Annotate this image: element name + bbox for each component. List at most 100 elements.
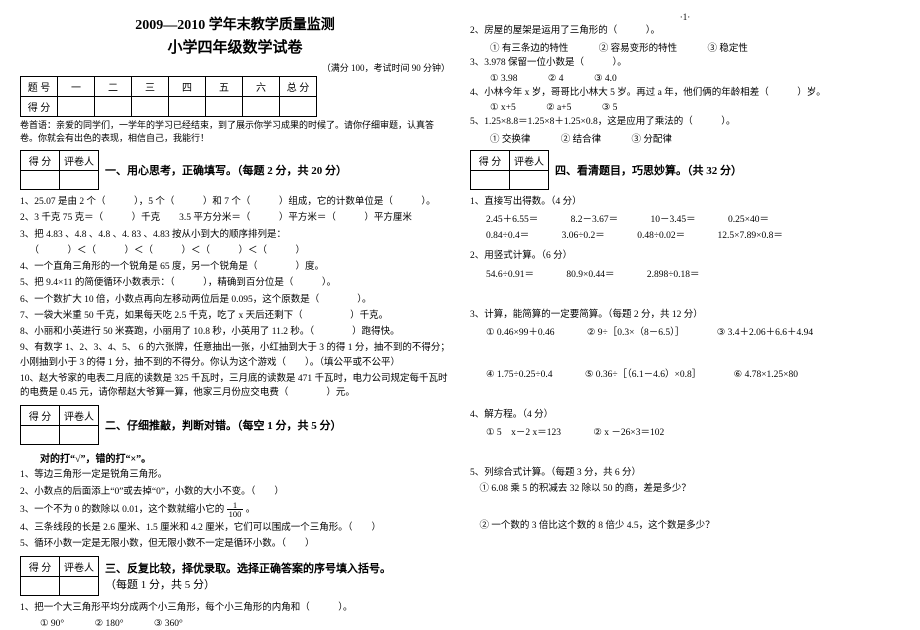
q: 5、把 9.4×11 的简便循环小数表示：（ ），精确到百分位是（ ）。 [20, 276, 450, 290]
item: 10－3.45＝ [651, 211, 696, 225]
q: 9、有数字 1、2、3、4、5、 6 的六张牌，任意抽出一张，小红抽到大于 3 … [20, 341, 450, 370]
q: 7、一袋大米重 50 千克，如果每天吃 2.5 千克，吃了 x 天后还剩下（ ）… [20, 309, 450, 323]
options: ① 有三条边的特性 ② 容易变形的特性 ③ 稳定性 [490, 40, 900, 54]
item: ① 5 x－2 x＝123 [486, 424, 561, 438]
cell: 评卷人 [60, 406, 99, 426]
opt: ③ 分配律 [632, 135, 672, 145]
section2-header: 得 分评卷人 二、仔细推敲，判断对错。（每空 1 分，共 5 分） [20, 403, 450, 447]
cell [58, 97, 95, 117]
opt: ① 交换律 [490, 135, 530, 145]
calc-row: 2.45＋6.55＝ 8.2－3.67＝ 10－3.45＝ 0.25×40＝ [486, 211, 900, 225]
page-number: ·1· [470, 12, 900, 22]
table-row: 题 号 一 二 三 四 五 六 总 分 [21, 77, 317, 97]
item: ④ 1.75÷0.25÷0.4 [486, 369, 552, 380]
item: ② x －26×3＝102 [593, 424, 664, 438]
item: 3.06÷0.2＝ [562, 227, 605, 241]
cell [60, 426, 99, 445]
spacer [470, 346, 900, 364]
q: 2、房屋的屋架是运用了三角形的（ ）。 [470, 24, 900, 38]
opt: ① 3.98 [490, 74, 518, 84]
cell [280, 97, 317, 117]
th: 二 [95, 77, 132, 97]
q-part: 3、一个不为 0 的数除以 0.01，这个数就缩小它的 [20, 505, 227, 515]
cell [243, 97, 280, 117]
spacer [470, 288, 900, 306]
row-label: 得 分 [21, 97, 58, 117]
spacer [470, 388, 900, 406]
main-score-table: 题 号 一 二 三 四 五 六 总 分 得 分 [20, 76, 317, 117]
opt: ③ 5 [602, 103, 618, 113]
calc-row: 0.84÷0.4＝ 3.06÷0.2＝ 0.48÷0.02＝ 12.5×7.89… [486, 227, 900, 241]
section3-header: 得 分评卷人 三、反复比较，择优录取。选择正确答案的序号填入括号。 （每题 1 … [20, 554, 450, 598]
opt: ① 90° [40, 619, 64, 629]
opt: ③ 4.0 [594, 74, 617, 84]
cell [60, 171, 99, 190]
opt: ③ 稳定性 [708, 44, 748, 54]
spacer [470, 499, 900, 517]
item: 2.898÷0.18＝ [647, 266, 700, 280]
cell: 得 分 [21, 406, 60, 426]
cell: 评卷人 [60, 151, 99, 171]
q: 2、小数点的后面添上“0”或去掉“0”，小数的大小不变。（ ） [20, 485, 450, 499]
q: 4、一个直角三角形的一个锐角是 65 度，另一个锐角是（ ）度。 [20, 260, 450, 274]
item: 54.6÷0.91＝ [486, 266, 534, 280]
opt: ① 有三条边的特性 [490, 44, 568, 54]
item: 80.9×0.44＝ [566, 266, 614, 280]
cell [132, 97, 169, 117]
sub-title: 5、列综合式计算。（每题 3 分，共 6 分） [470, 466, 900, 480]
cell: 得 分 [21, 151, 60, 171]
options: ① 3.98 ② 4 ③ 4.0 [490, 73, 900, 84]
opt: ② 结合律 [561, 135, 601, 145]
section-score-table: 得 分评卷人 [20, 405, 99, 445]
sub-title: 1、直接写出得数。（4 分） [470, 195, 900, 209]
item: 0.84÷0.4＝ [486, 227, 529, 241]
calc-row: ① 5 x－2 x＝123 ② x －26×3＝102 [486, 424, 900, 438]
opt: ② a+5 [546, 103, 571, 113]
section1-header: 得 分评卷人 一、用心思考，正确填写。（每题 2 分，共 20 分） [20, 148, 450, 192]
q: 3、把 4.83 、4.8 、4.8 、4. 83 、4.83 按从小到大的顺序… [20, 228, 450, 242]
item: ① 0.46×99＋0.46 [486, 324, 555, 338]
th: 五 [206, 77, 243, 97]
item: 12.5×7.89×0.8＝ [718, 227, 783, 241]
calc-row: ④ 1.75÷0.25÷0.4 ⑤ 0.36÷［（6.1－4.6）×0.8］ ⑥… [486, 366, 900, 380]
section4-title: 四、看清题目，巧思妙算。（共 32 分） [555, 162, 742, 178]
opt: ③ 360° [154, 619, 183, 629]
right-column: ·1· 2、房屋的屋架是运用了三角形的（ ）。 ① 有三条边的特性 ② 容易变形… [460, 12, 900, 618]
cell [471, 171, 510, 190]
section2-title: 二、仔细推敲，判断对错。（每空 1 分，共 5 分） [105, 417, 342, 433]
section3-title: 三、反复比较，择优录取。选择正确答案的序号填入括号。 [105, 560, 391, 576]
cell [21, 426, 60, 445]
q: 5、1.25×8.8＝1.25×8＋1.25×0.8，这是应用了乘法的（ ）。 [470, 115, 900, 129]
cell [21, 577, 60, 596]
title-line1: 2009—2010 学年末教学质量监测 [20, 14, 450, 34]
section2-sub: 对的打“√”，错的打“×”。 [40, 450, 450, 465]
preface-note: 卷首语：亲爱的同学们，一学年的学习已经结束，到了展示你学习成果的时候了。请你仔细… [20, 119, 450, 144]
q: 1、等边三角形一定是锐角三角形。 [20, 468, 450, 482]
left-column: 2009—2010 学年末教学质量监测 小学四年级数学试卷 （满分 100，考试… [20, 12, 460, 618]
cell [510, 171, 549, 190]
calc-row: ① 0.46×99＋0.46 ② 9÷［0.3×（8－6.5）］ ③ 3.4＋2… [486, 324, 900, 338]
q: 10、赵大爷家的电表二月底的读数是 325 千瓦时，三月底的读数是 471 千瓦… [20, 372, 450, 401]
fraction: 1100 [227, 501, 244, 519]
item: 0.25×40＝ [728, 211, 769, 225]
cell [169, 97, 206, 117]
section4-header: 得 分评卷人 四、看清题目，巧思妙算。（共 32 分） [470, 148, 900, 192]
th: 六 [243, 77, 280, 97]
cell: 得 分 [21, 557, 60, 577]
th: 一 [58, 77, 95, 97]
q: ② 一个数的 3 倍比这个数的 8 倍少 4.5，这个数是多少？ [470, 519, 900, 533]
options: ① 90° ② 180° ③ 360° [40, 618, 450, 629]
calc-row: 54.6÷0.91＝ 80.9×0.44＝ 2.898÷0.18＝ [486, 266, 900, 280]
q: 6、一个数扩大 10 倍，小数点再向左移动两位后是 0.095，这个原数是（ ）… [20, 293, 450, 307]
th: 总 分 [280, 77, 317, 97]
section-score-table: 得 分评卷人 [20, 150, 99, 190]
cell [21, 171, 60, 190]
cell: 评卷人 [60, 557, 99, 577]
opt: ① x+5 [490, 103, 516, 113]
th: 题 号 [21, 77, 58, 97]
spacer [470, 446, 900, 464]
q: 3、一个不为 0 的数除以 0.01，这个数就缩小它的 1100 。 [20, 501, 450, 519]
options: ① 交换律 ② 结合律 ③ 分配律 [490, 131, 900, 145]
cell [206, 97, 243, 117]
th: 四 [169, 77, 206, 97]
